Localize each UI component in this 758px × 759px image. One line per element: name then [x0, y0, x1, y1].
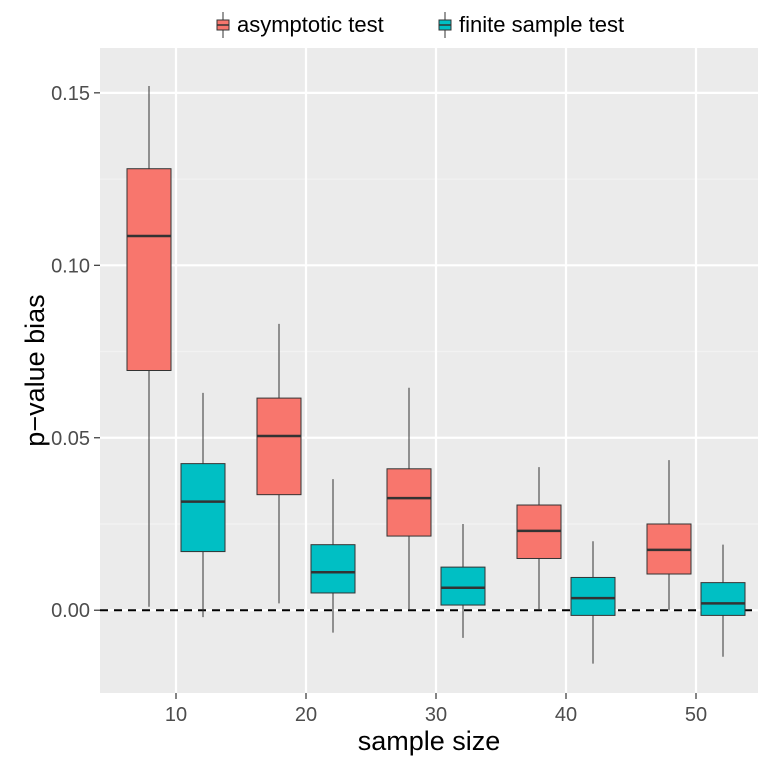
box-body: [440, 566, 486, 606]
y-axis: 0.00 0.05 0.10 0.15: [51, 83, 100, 622]
box-finite-40: [570, 541, 616, 664]
y-tick-label: 0.15: [51, 83, 90, 105]
box-series: [126, 85, 746, 664]
y-axis-title: p−value bias: [20, 294, 50, 446]
box-body: [386, 468, 432, 537]
box-asymptotic-20: [256, 323, 302, 604]
legend-item-finite: finite sample test: [438, 12, 624, 38]
box-body: [126, 168, 172, 371]
plot-panel: [100, 48, 758, 693]
x-tick-label: 30: [425, 704, 447, 726]
box-finite-50: [700, 544, 746, 657]
legend-item-asymptotic: asymptotic test: [216, 12, 384, 38]
x-tick-label: 40: [555, 704, 577, 726]
box-asymptotic-10: [126, 85, 172, 607]
box-finite-10: [180, 392, 226, 618]
y-tick-label: 0.05: [51, 428, 90, 450]
box-asymptotic-30: [386, 387, 432, 611]
box-body: [180, 463, 226, 553]
box-finite-20: [310, 479, 356, 633]
x-axis-title: sample size: [358, 726, 501, 756]
x-tick-label: 50: [685, 704, 707, 726]
box-asymptotic-40: [516, 467, 562, 611]
box-body: [310, 544, 356, 594]
y-tick-label: 0.00: [51, 600, 90, 622]
x-axis: 10 20 30 40 50: [165, 693, 707, 726]
box-body: [256, 397, 302, 496]
box-body: [700, 582, 746, 616]
x-tick-label: 10: [165, 704, 187, 726]
legend-label: finite sample test: [459, 12, 624, 37]
legend-label: asymptotic test: [237, 12, 384, 37]
x-tick-label: 20: [295, 704, 317, 726]
box-finite-30: [440, 523, 486, 638]
y-tick-label: 0.10: [51, 255, 90, 277]
box-body: [570, 576, 616, 616]
legend: asymptotic test finite sample test: [216, 12, 624, 38]
box-asymptotic-50: [646, 460, 692, 611]
